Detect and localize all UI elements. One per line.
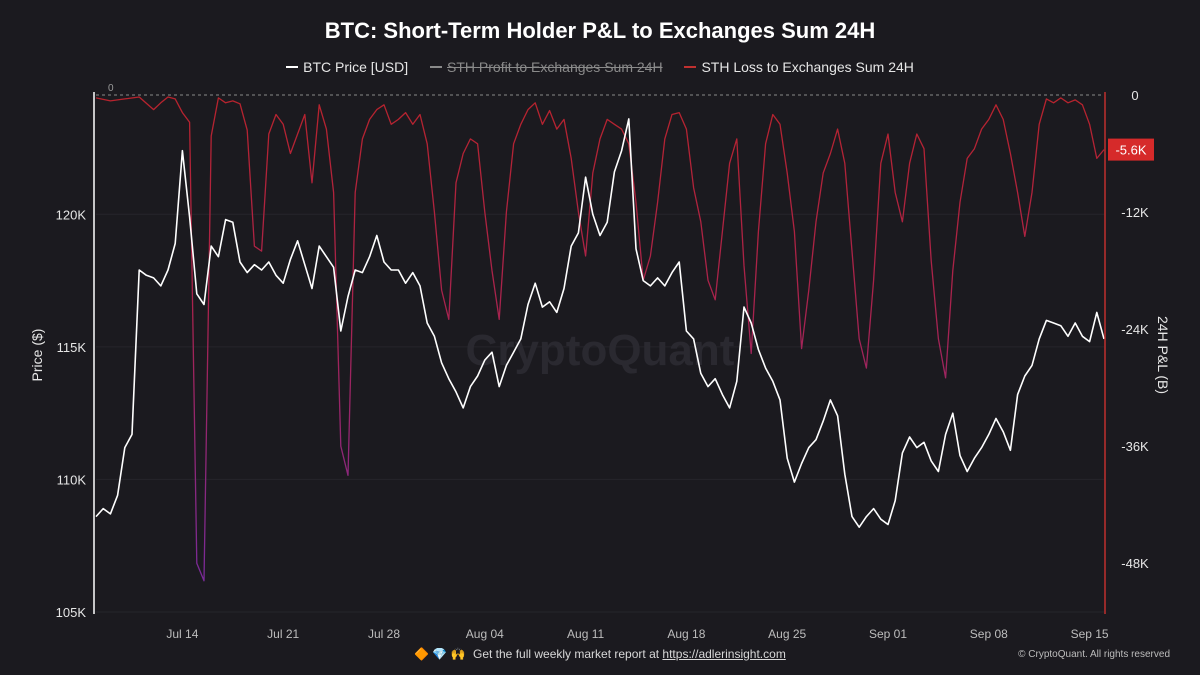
y-axis-right-label: 24H P&L (B) xyxy=(1155,316,1171,394)
legend-label-btc-price: BTC Price [USD] xyxy=(303,59,409,75)
x-tick-Aug-18: Aug 18 xyxy=(667,627,705,641)
legend-label-sth-loss: STH Loss to Exchanges Sum 24H xyxy=(701,59,914,75)
y-left-tick-120K: 120K xyxy=(56,207,87,222)
legend-item-sth-profit[interactable]: STH Profit to Exchanges Sum 24H xyxy=(430,59,663,75)
legend-label-sth-profit: STH Profit to Exchanges Sum 24H xyxy=(447,59,663,75)
y-left-tick-110K: 110K xyxy=(57,472,87,487)
y-axis-right-ticks: 0 -12K -24K -36K -48K xyxy=(1121,88,1149,571)
x-tick-Jul-28: Jul 28 xyxy=(368,627,400,641)
chart-title: BTC: Short-Term Holder P&L to Exchanges … xyxy=(324,18,876,43)
y-left-tick-115K: 115K xyxy=(57,340,87,355)
footer-link[interactable]: https://adlerinsight.com xyxy=(662,647,786,661)
x-tick-Aug-11: Aug 11 xyxy=(567,627,604,641)
x-axis-ticks: Jul 14 Jul 21 Jul 28 Aug 04 Aug 11 Aug 18 Aug … xyxy=(166,627,1109,641)
last-value-badge: -5.6K xyxy=(1108,138,1154,161)
x-tick-Aug-04: Aug 04 xyxy=(466,627,504,641)
x-tick-Jul-21: Jul 21 xyxy=(267,627,299,641)
chart-legend: BTC Price [USD] STH Profit to Exchanges … xyxy=(0,59,1200,75)
x-tick-Sep-15: Sep 15 xyxy=(1071,627,1109,641)
zero-line-label: 0 xyxy=(108,83,114,94)
series-btc-price xyxy=(95,118,1105,528)
copyright: © CryptoQuant. All rights reserved xyxy=(1018,649,1170,660)
legend-item-btc-price[interactable]: BTC Price [USD] xyxy=(286,59,408,75)
legend-swatch-btc-price xyxy=(286,66,299,69)
legend-swatch-sth-profit xyxy=(430,66,443,69)
btc-price-line xyxy=(95,118,1105,528)
footer-promo: 🔶 💎 🙌 Get the full weekly market report … xyxy=(0,647,1200,661)
y-axis-left-label: Price ($) xyxy=(29,329,45,382)
x-tick-Sep-01: Sep 01 xyxy=(869,627,907,641)
y-axis-left-ticks: 105K 110K 115K 120K xyxy=(56,207,87,620)
legend-swatch-sth-loss xyxy=(684,66,697,69)
y-right-tick--48K: -48K xyxy=(1121,556,1149,571)
last-value-label: -5.6K xyxy=(1115,143,1146,158)
series-sth-loss xyxy=(95,96,1105,582)
y-right-tick--36K: -36K xyxy=(1121,439,1149,454)
x-tick-Jul-14: Jul 14 xyxy=(166,627,198,641)
footer-text: Get the full weekly market report at xyxy=(473,647,660,661)
x-tick-Sep-08: Sep 08 xyxy=(970,627,1008,641)
y-right-tick--12K: -12K xyxy=(1121,205,1149,220)
legend-item-sth-loss[interactable]: STH Loss to Exchanges Sum 24H xyxy=(684,59,914,75)
footer-emoji-icons: 🔶 💎 🙌 xyxy=(414,647,466,661)
y-right-tick--24K: -24K xyxy=(1121,322,1149,337)
x-tick-Aug-25: Aug 25 xyxy=(768,627,806,641)
sth-loss-line xyxy=(95,96,1105,582)
y-right-tick-0: 0 xyxy=(1131,88,1138,103)
y-left-tick-105K: 105K xyxy=(56,605,87,620)
